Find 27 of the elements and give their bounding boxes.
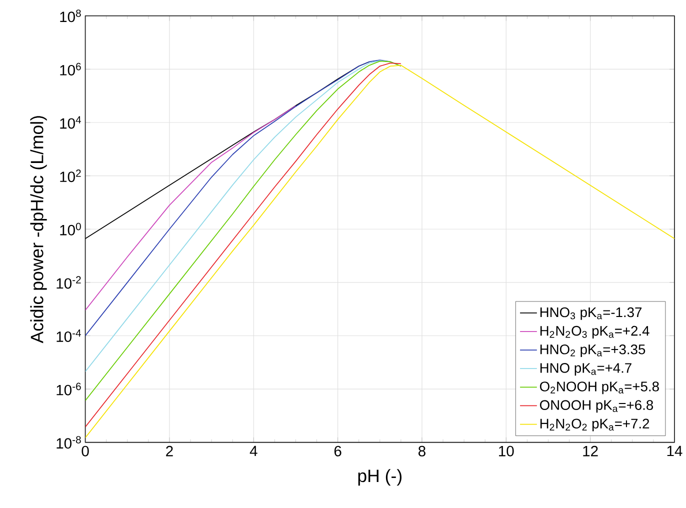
- legend-label: HNO$_{3}$ pK$_{a}$=-1.37: [540, 307, 642, 320]
- x-tick-label: 4: [250, 446, 258, 456]
- y-tick-label: 10$^{8}$: [60, 10, 81, 22]
- y-tick-label: 10$^{-8}$: [56, 436, 81, 449]
- y-axis-title: Acidic power -dpH/dc (L/mol): [30, 116, 47, 344]
- y-tick-label: 10$^{-6}$: [56, 382, 81, 396]
- legend-label: HNO pK$_{a}$=+4.7: [540, 363, 632, 376]
- y-tick-label: 10$^{4}$: [60, 116, 81, 129]
- legend-label: ONOOH pK$_{a}$=+6.8: [540, 400, 654, 413]
- x-tick-label: 6: [334, 446, 342, 456]
- y-tick-label: 10$^{-4}$: [56, 330, 81, 342]
- y-tick-label: 10$^{6}$: [60, 62, 81, 76]
- y-tick-label: 10$^{2}$: [60, 170, 81, 182]
- x-tick-label: 10: [499, 446, 514, 456]
- y-tick-label: 10$^{0}$: [60, 222, 81, 236]
- x-tick-label: 14: [667, 446, 682, 456]
- y-tick-label: 10$^{-2}$: [56, 276, 81, 289]
- legend-label: HNO$_{2}$ pK$_{a}$=+3.35: [540, 344, 646, 358]
- text: H$_{2}$N$_{2}$O$_{2}$ pK$_{a}$=+7.2: [540, 418, 650, 432]
- x-tick-label: 12: [583, 446, 598, 456]
- line-series: [85, 106, 296, 311]
- x-axis-title: pH (-): [358, 469, 402, 486]
- text: H$_{2}$N$_{2}$O$_{3}$ pK$_{a}$=+2.4: [540, 326, 650, 339]
- x-tick-label: 2: [166, 446, 173, 456]
- legend-label: O$_{2}$NOOH pK$_{a}$=+5.8: [540, 382, 659, 394]
- x-tick-label: 0: [82, 446, 89, 456]
- x-tick-label: 8: [418, 446, 426, 456]
